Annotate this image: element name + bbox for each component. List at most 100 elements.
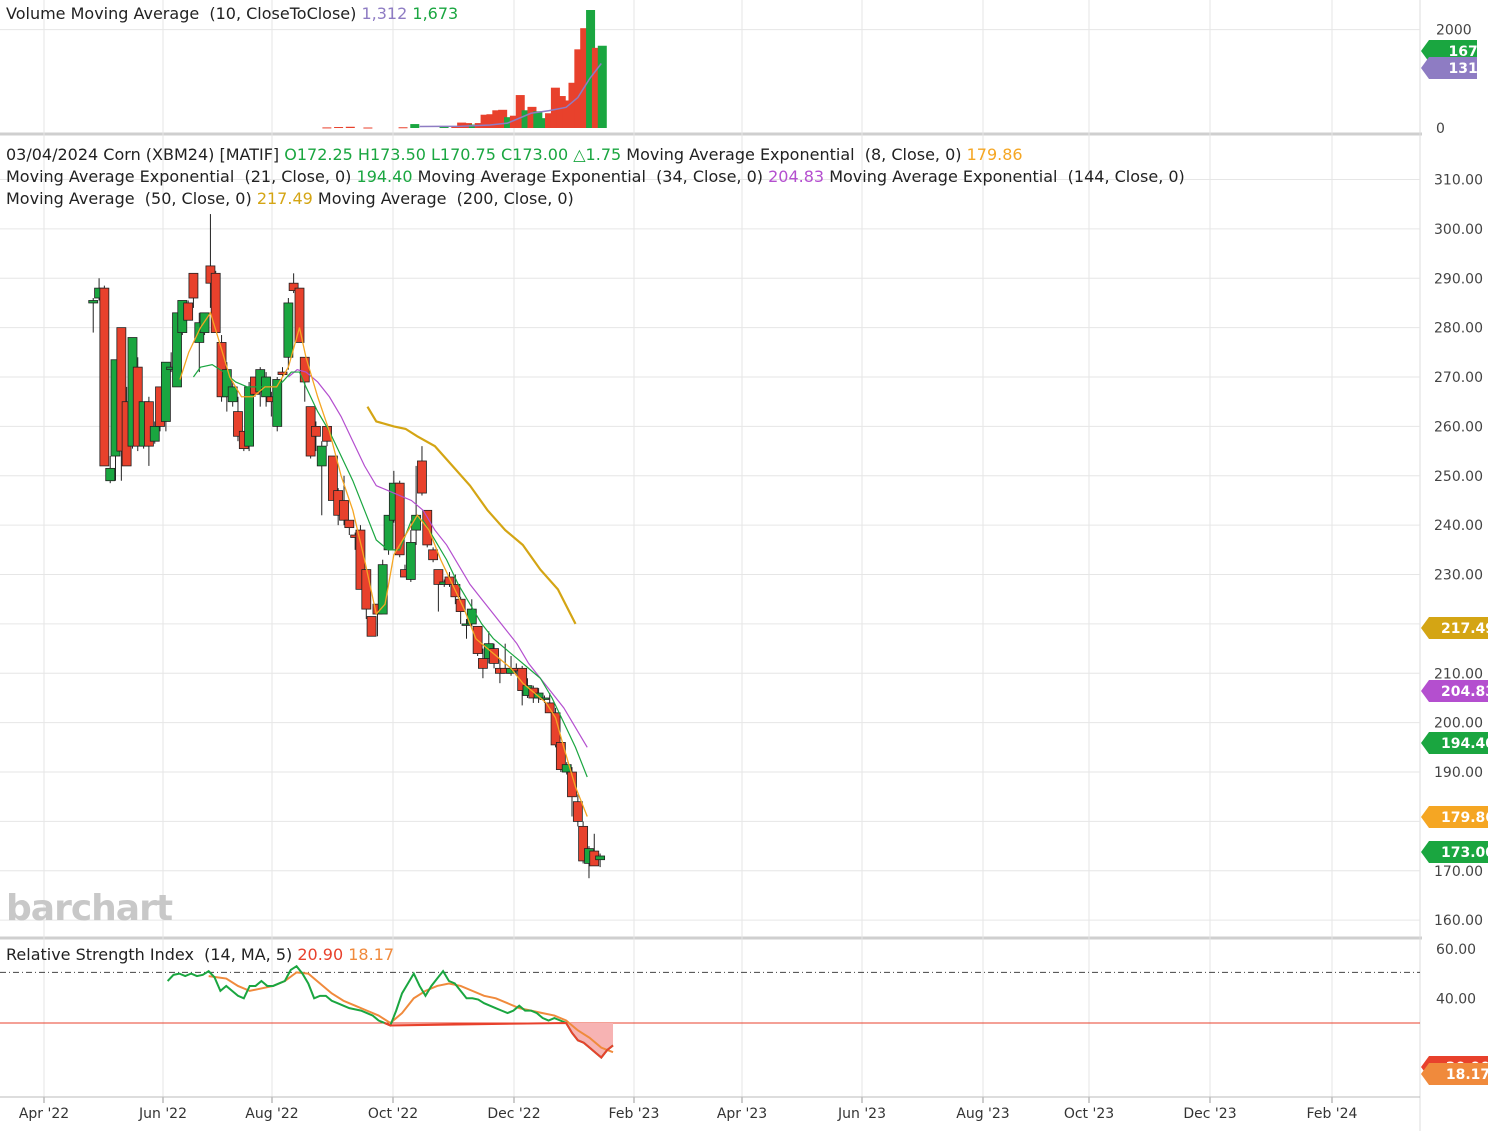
volume-legend: Volume Moving Average (10, CloseToClose)… — [6, 4, 459, 23]
volume-last-badge: 1673 — [1421, 40, 1487, 62]
candle-body — [455, 598, 466, 612]
candle-body — [105, 467, 116, 482]
candle-body — [361, 569, 372, 610]
candle-body — [366, 616, 377, 637]
last-price-badge-text: 173.00 — [1441, 845, 1488, 861]
ema8-line — [179, 311, 588, 817]
volume-bar — [515, 95, 525, 128]
ma50-line — [366, 406, 577, 625]
volume-bar — [492, 110, 502, 128]
volume-bar — [586, 10, 596, 128]
barchart-watermark: barchart — [6, 888, 173, 929]
candle-body — [561, 764, 572, 773]
volume-bar — [527, 106, 537, 128]
candle-body — [578, 825, 589, 862]
volume-bar — [533, 111, 543, 128]
candle-body — [288, 282, 299, 292]
volume-ma-badge-text: 1312 — [1449, 61, 1488, 77]
price-tick-label: 170.00 — [1434, 864, 1483, 880]
rsi-oversold-segment — [384, 1021, 614, 1059]
volume-bar — [498, 109, 508, 128]
ma50-price-badge: 217.49 — [1421, 617, 1488, 639]
price-tick-label: 260.00 — [1434, 419, 1483, 435]
candle-body — [567, 771, 577, 798]
ema34-price-badge: 204.83 — [1421, 680, 1488, 702]
volume-last-badge-text: 1673 — [1449, 44, 1488, 60]
volume-bar — [439, 126, 449, 128]
x-tick-label: Oct '23 — [1064, 1106, 1114, 1122]
volume-bar — [322, 127, 332, 129]
ema21-price-badge-text: 194.40 — [1441, 736, 1488, 752]
candle-body — [405, 542, 416, 580]
candle-body — [550, 712, 561, 746]
candle-body — [172, 312, 182, 388]
last-price-badge: 173.00 — [1421, 841, 1488, 863]
candle-body — [327, 455, 338, 501]
volume-bar — [580, 28, 590, 128]
candle-body — [233, 411, 243, 437]
price-tick-label: 200.00 — [1434, 716, 1483, 732]
candle-body — [283, 302, 294, 358]
price-tick-label: 190.00 — [1434, 765, 1483, 781]
x-tick-label: Dec '23 — [1183, 1106, 1236, 1122]
volume-bar — [562, 100, 572, 128]
ema8-price-badge: 179.86 — [1421, 806, 1488, 828]
x-tick-label: Aug '23 — [956, 1106, 1009, 1122]
volume-bar — [568, 82, 578, 128]
price-tick-label: 230.00 — [1434, 568, 1483, 584]
candle-body — [188, 272, 199, 299]
price-tick-label: 310.00 — [1434, 173, 1483, 189]
candle-body — [539, 697, 550, 700]
candle-body — [595, 855, 606, 861]
volume-ma-badge: 1312 — [1421, 57, 1487, 79]
candle-body — [244, 386, 255, 447]
rsi-line — [166, 964, 614, 1059]
x-tick-label: Feb '23 — [609, 1106, 660, 1122]
price-tick-label: 300.00 — [1434, 222, 1483, 238]
ma50-price-badge-text: 217.49 — [1441, 621, 1488, 637]
volume-bar — [539, 118, 549, 128]
volume-tick-label: 2000 — [1436, 23, 1472, 39]
volume-bar — [480, 114, 490, 128]
candle-body — [149, 425, 160, 442]
candle-body — [417, 460, 427, 494]
volume-bar — [521, 110, 531, 128]
volume-bar — [591, 47, 601, 128]
candle-body — [478, 658, 488, 669]
candle-body — [433, 569, 444, 585]
volume-bar — [398, 127, 408, 129]
candle-body — [88, 300, 99, 304]
price-tick-label: 280.00 — [1434, 321, 1483, 337]
rsi-ma-badge: 18.17 — [1421, 1063, 1488, 1085]
price-legend-line1: 03/04/2024 Corn (XBM24) [MATIF] O172.25 … — [6, 145, 1023, 164]
price-tick-label: 290.00 — [1434, 271, 1483, 287]
candle-body — [272, 379, 283, 427]
candle-body — [183, 302, 194, 321]
candle-body — [99, 287, 110, 467]
volume-bar — [486, 114, 496, 128]
x-tick-label: Apr '23 — [717, 1106, 767, 1122]
candle-body — [411, 514, 422, 531]
candle-body — [428, 549, 439, 561]
ema21-price-badge: 194.40 — [1421, 732, 1488, 754]
candle-body — [160, 361, 171, 422]
price-legend-line3: Moving Average (50, Close, 0) 217.49 Mov… — [6, 189, 574, 208]
price-tick-label: 240.00 — [1434, 518, 1483, 534]
volume-tick-label: 0 — [1436, 121, 1445, 137]
x-tick-label: Jun '22 — [138, 1106, 187, 1122]
volume-bar — [550, 87, 560, 128]
rsi-ma-line — [208, 971, 614, 1054]
volume-bar — [334, 127, 344, 129]
x-tick-label: Oct '22 — [368, 1106, 418, 1122]
candle-body — [277, 371, 288, 375]
x-tick-label: Apr '22 — [19, 1106, 69, 1122]
candle-body — [227, 386, 238, 403]
volume-bar — [363, 127, 373, 129]
volume-bar — [457, 122, 467, 128]
candle-body — [489, 648, 499, 664]
candle-body — [533, 692, 544, 699]
ema21-line — [192, 364, 588, 778]
candle-body — [210, 272, 221, 333]
price-tick-label: 270.00 — [1434, 370, 1483, 386]
